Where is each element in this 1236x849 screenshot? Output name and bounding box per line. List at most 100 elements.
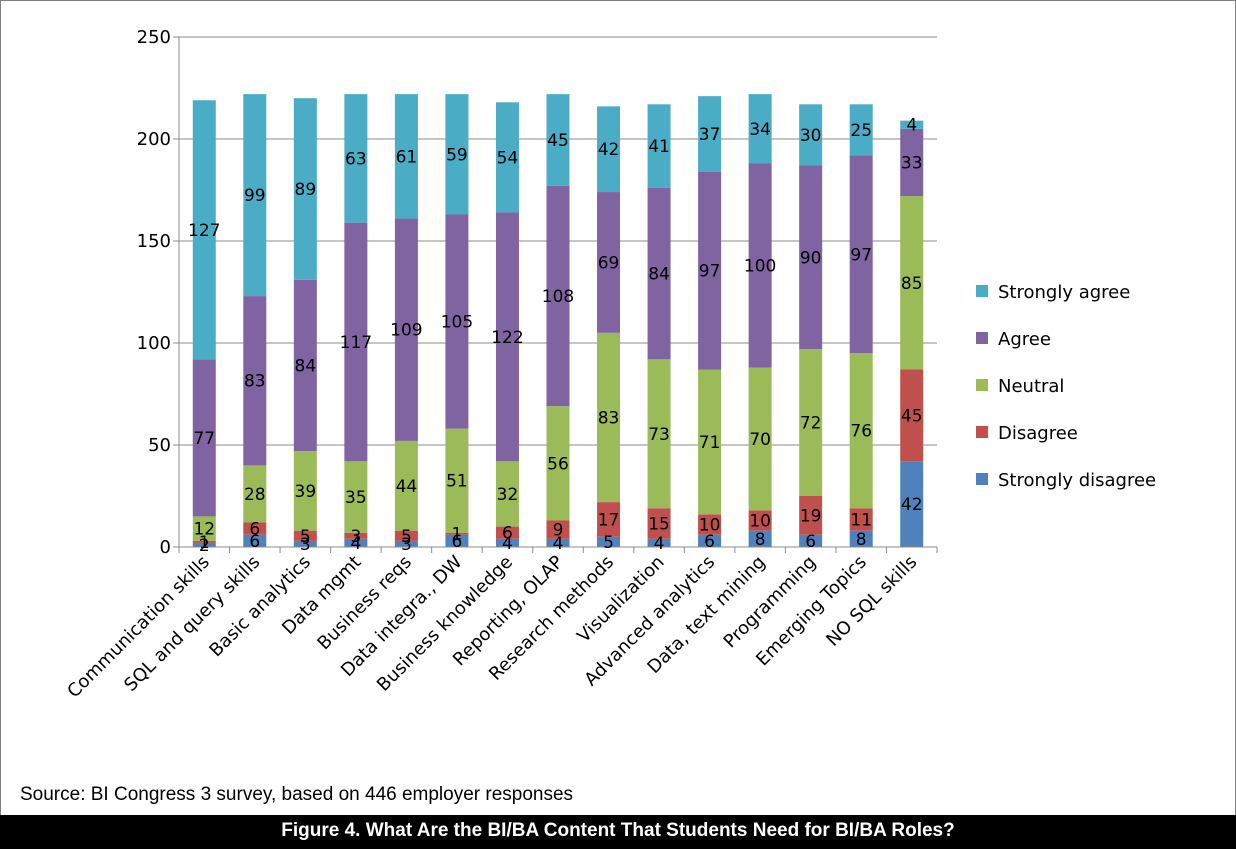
bar-segment [647, 538, 671, 547]
data-label: 33 [901, 153, 923, 173]
bar-segment [597, 502, 621, 537]
data-label: 10 [749, 511, 771, 531]
data-label: 32 [497, 485, 519, 505]
data-label: 25 [850, 121, 872, 141]
data-label: 100 [744, 256, 776, 276]
data-label: 4 [553, 534, 564, 554]
data-label: 3 [350, 527, 361, 547]
data-label: 1 [199, 533, 210, 553]
data-label: 127 [188, 221, 220, 241]
data-label: 76 [850, 422, 872, 442]
data-label: 90 [800, 248, 822, 268]
y-tick-label: 200 [137, 129, 171, 150]
bar-segment [698, 171, 722, 370]
bar-segment [698, 514, 722, 535]
data-label: 84 [648, 265, 670, 285]
data-label: 4 [350, 534, 361, 554]
data-label: 19 [800, 506, 822, 526]
bar-segment [495, 538, 519, 547]
bar-segment [495, 526, 519, 539]
data-label: 6 [805, 532, 816, 552]
legend: Strongly agree Agree Neutral Disagree Strong… [976, 282, 1156, 491]
data-label: 69 [598, 253, 620, 273]
data-label: 6 [249, 532, 260, 552]
bar-segment [293, 540, 317, 547]
data-label: 9 [553, 521, 564, 541]
data-label: 15 [648, 515, 670, 535]
data-label: 4 [502, 534, 513, 554]
bar-segment [748, 530, 772, 547]
x-tick-label: NO SQL skills [822, 552, 921, 651]
bar-segment [748, 367, 772, 511]
bar-segment [192, 516, 216, 541]
bar-segment [900, 120, 924, 129]
data-label: 30 [800, 126, 822, 146]
data-label: 73 [648, 425, 670, 445]
bar-segment [849, 155, 873, 354]
bar-segment [849, 508, 873, 531]
bar-segment [495, 461, 519, 527]
bar-segment [293, 279, 317, 452]
bar-segment [849, 104, 873, 156]
bar-segment [799, 165, 823, 350]
data-label: 59 [446, 145, 468, 165]
bar-segment [546, 185, 570, 407]
bar-segment [293, 451, 317, 531]
data-label: 83 [244, 372, 266, 392]
data-label: 42 [598, 140, 620, 160]
caption-bar [0, 815, 1236, 849]
data-label: 70 [749, 430, 771, 450]
data-label: 105 [441, 313, 473, 333]
data-label: 84 [295, 356, 317, 376]
bar-segment [546, 406, 570, 521]
bar-segment [597, 192, 621, 333]
data-label: 3 [401, 535, 412, 555]
legend-swatch [976, 426, 988, 438]
bar-segment [900, 196, 924, 370]
bar-segment [394, 218, 418, 441]
bar-segment [192, 359, 216, 517]
data-label: 61 [396, 147, 418, 167]
bar-segment [647, 508, 671, 539]
bar-segment [394, 94, 418, 219]
data-label: 10 [699, 516, 721, 536]
legend-label: Strongly agree [998, 282, 1130, 303]
data-label: 83 [598, 408, 620, 428]
legend-label: Strongly disagree [998, 470, 1156, 491]
bar-segment [243, 465, 267, 523]
bar-segment [799, 534, 823, 547]
legend-swatch [976, 285, 988, 297]
y-tick-label: 250 [137, 27, 171, 48]
data-label: 56 [547, 454, 569, 474]
data-label: 8 [856, 530, 867, 550]
data-label: 122 [491, 328, 523, 348]
bar-segment [445, 534, 469, 547]
data-label: 109 [390, 321, 422, 341]
data-label: 77 [193, 429, 215, 449]
bar-segment [445, 214, 469, 429]
bar-series [192, 94, 924, 547]
legend-label: Disagree [998, 423, 1078, 444]
legend-swatch [976, 332, 988, 344]
bar-segment [546, 520, 570, 539]
bar-segment [445, 532, 469, 535]
data-label: 117 [340, 333, 372, 353]
data-label: 6 [452, 532, 463, 552]
bar-segment [900, 128, 924, 197]
data-label: 11 [850, 510, 872, 530]
bar-segment [243, 522, 267, 535]
bar-segment [243, 296, 267, 466]
bar-segment [597, 106, 621, 193]
data-label: 54 [497, 148, 519, 168]
bar-segment [394, 540, 418, 547]
bar-segment [243, 94, 267, 297]
bar-segment [243, 534, 267, 547]
data-label: 39 [295, 482, 317, 502]
data-label: 42 [901, 495, 923, 515]
data-label: 4 [906, 116, 917, 136]
bar-segment [849, 530, 873, 547]
data-label: 17 [598, 510, 620, 530]
legend-label: Agree [998, 329, 1051, 350]
figure-caption: Figure 4. What Are the BI/BA Content Tha… [281, 820, 955, 841]
